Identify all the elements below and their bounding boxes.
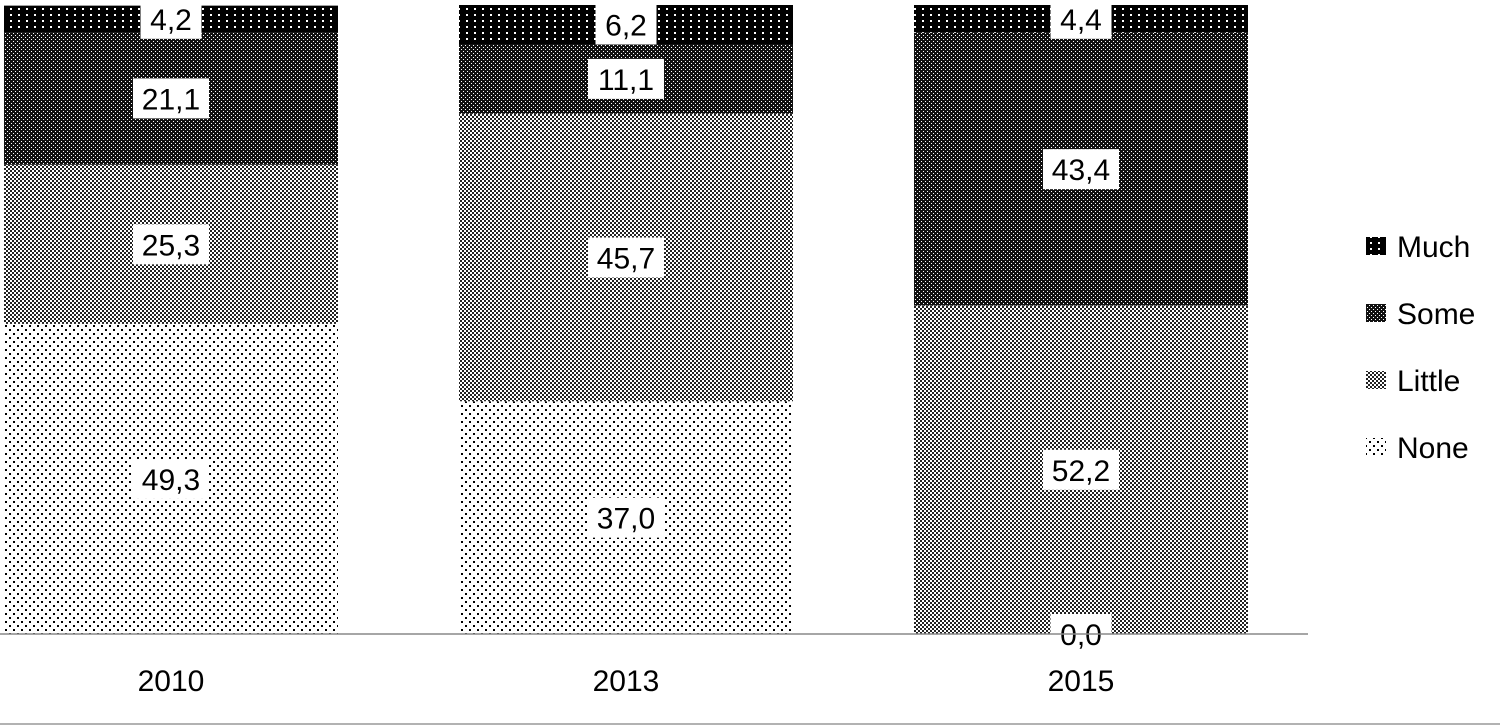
data-label-box-some-2015 (1043, 149, 1119, 190)
data-label-box-much-2010 (140, 0, 202, 39)
data-label-little-2013: 45,7 (597, 243, 655, 276)
data-label-some-2013: 11,1 (598, 64, 654, 97)
legend-swatch-some (1366, 304, 1386, 322)
x-axis-tick-labels: 2010 2013 2015 (138, 665, 1115, 698)
data-label-box-some-2010 (133, 78, 209, 119)
data-label-much-2010: 4,2 (150, 4, 192, 37)
legend-label-little: Little (1397, 365, 1460, 398)
data-label-box-little-2015 (1043, 449, 1119, 490)
data-label-box-little-2013 (588, 237, 664, 278)
data-label-some-2015: 43,4 (1052, 154, 1110, 187)
data-label-much-2013: 6,2 (605, 9, 647, 42)
data-label-some-2010: 21,1 (142, 83, 200, 116)
data-label-little-2015: 52,2 (1052, 455, 1110, 488)
legend-swatch-little (1366, 371, 1386, 389)
data-label-box-none-2010 (133, 458, 209, 499)
legend: Much Some Little None (1366, 231, 1475, 465)
data-label-none-2015: 0,0 (1060, 619, 1102, 652)
legend-label-much: Much (1397, 231, 1470, 264)
data-label-box-little-2010 (133, 224, 209, 265)
data-label-box-some-2013 (588, 58, 664, 99)
data-label-none-2013: 37,0 (597, 503, 655, 536)
legend-swatch-none (1366, 438, 1386, 456)
data-label-box-none-2013 (588, 497, 664, 538)
x-tick-label-2013: 2013 (593, 665, 660, 698)
x-tick-label-2015: 2015 (1048, 665, 1115, 698)
legend-swatch-much (1366, 237, 1386, 255)
data-label-box-much-2013 (595, 4, 657, 45)
data-label-none-2010: 49,3 (142, 464, 200, 497)
data-label-little-2010: 25,3 (142, 229, 200, 262)
x-tick-label-2010: 2010 (138, 665, 205, 698)
data-label-much-2015: 4,4 (1060, 4, 1102, 37)
legend-label-none: None (1397, 432, 1469, 465)
legend-label-some: Some (1397, 298, 1475, 331)
data-label-box-much-2015 (1050, 0, 1112, 39)
